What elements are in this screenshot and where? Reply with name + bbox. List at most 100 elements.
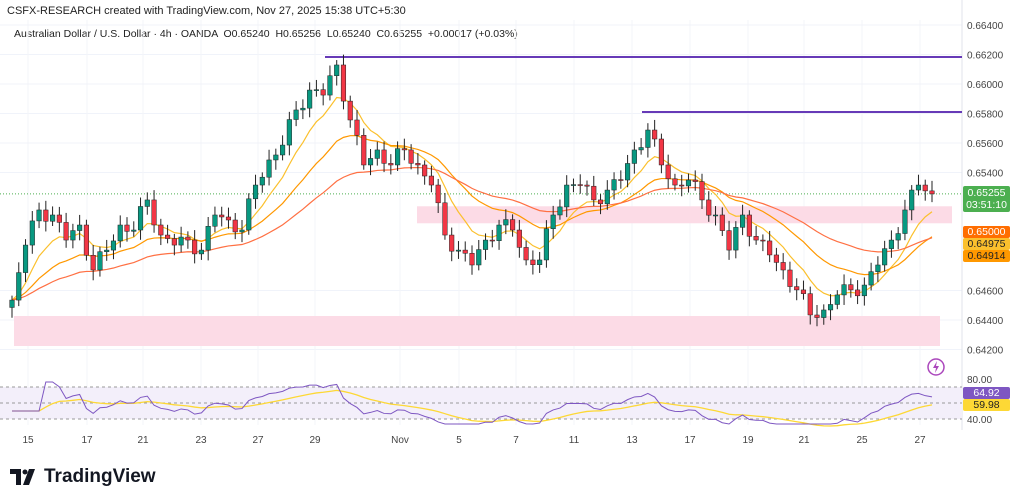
price-chart[interactable]: 0.66400 0.66200 0.66000 0.65800 0.65600 0.654… bbox=[0, 0, 1024, 460]
candle-down bbox=[320, 89, 326, 96]
candle-down bbox=[510, 219, 516, 231]
candle-down bbox=[516, 229, 522, 248]
candle-down bbox=[767, 240, 773, 256]
candle-up bbox=[367, 158, 374, 166]
bar-countdown: 03:51:10 bbox=[966, 199, 1007, 211]
x-tick-label: 27 bbox=[252, 435, 264, 446]
x-tick-label: 23 bbox=[195, 435, 207, 446]
candle-up bbox=[327, 75, 333, 96]
candle-down bbox=[726, 230, 732, 251]
candle-down bbox=[652, 129, 658, 140]
candle-down bbox=[672, 178, 678, 186]
candle-up bbox=[273, 154, 279, 161]
candle-down bbox=[922, 184, 928, 192]
last-price-label: 0.65255 03:51:10 bbox=[963, 186, 1010, 212]
candle-up bbox=[625, 163, 631, 181]
candle-up bbox=[570, 184, 577, 186]
candle-down bbox=[408, 149, 414, 164]
candle-up bbox=[22, 244, 29, 273]
candle-up bbox=[631, 149, 637, 164]
low-value: L0.65240 bbox=[326, 28, 371, 40]
candle-down bbox=[469, 253, 475, 266]
candle-up bbox=[77, 224, 83, 231]
candle-down bbox=[807, 293, 813, 316]
high-value: H0.65256 bbox=[275, 28, 322, 40]
candle-up bbox=[861, 284, 867, 297]
candle-down bbox=[665, 164, 671, 180]
rsi-ma-label: 59.98 bbox=[963, 399, 1010, 411]
ma-label-1: 0.65000 bbox=[963, 226, 1010, 238]
candle-down bbox=[124, 224, 130, 232]
symbol-name[interactable]: Australian Dollar / U.S. Dollar · 4h · O… bbox=[14, 28, 218, 40]
y-tick-label: 0.65800 bbox=[967, 110, 1004, 121]
candle-down bbox=[584, 184, 590, 187]
x-tick-label: 25 bbox=[856, 435, 868, 446]
candle-down bbox=[780, 262, 786, 271]
candle-down bbox=[185, 236, 191, 241]
candle-down bbox=[347, 100, 353, 121]
candle-down bbox=[354, 119, 360, 136]
candle-down bbox=[597, 199, 604, 205]
candle-down bbox=[787, 269, 793, 287]
candle-down bbox=[523, 247, 529, 261]
y-tick-label: 0.64200 bbox=[967, 346, 1004, 357]
candle-up bbox=[638, 147, 644, 151]
candle-up bbox=[239, 229, 245, 233]
x-tick-label: 21 bbox=[137, 435, 149, 446]
candle-up bbox=[875, 264, 881, 272]
candle-down bbox=[158, 224, 164, 236]
candle-up bbox=[300, 107, 306, 111]
x-tick-label: Nov bbox=[391, 435, 409, 446]
y-tick-label: 0.64400 bbox=[967, 316, 1004, 327]
x-tick-label: 19 bbox=[742, 435, 754, 446]
candle-up bbox=[685, 179, 692, 187]
chart-credit: CSFX-RESEARCH created with TradingView.c… bbox=[7, 5, 406, 17]
candle-up bbox=[110, 240, 117, 251]
candle-up bbox=[144, 199, 150, 207]
candle-down bbox=[449, 234, 455, 252]
candle-down bbox=[225, 216, 232, 221]
candle-up bbox=[476, 249, 482, 266]
candle-up bbox=[259, 176, 265, 186]
x-tick-label: 29 bbox=[309, 435, 321, 446]
candle-up bbox=[70, 230, 76, 241]
candle-down bbox=[618, 179, 624, 181]
candle-up bbox=[537, 259, 543, 265]
candle-up bbox=[198, 249, 204, 255]
candle-up bbox=[740, 214, 746, 228]
candle-down bbox=[219, 214, 225, 218]
candle-up bbox=[293, 109, 299, 120]
supply-demand-zone bbox=[417, 206, 952, 224]
candle-down bbox=[401, 148, 407, 151]
candle-down bbox=[679, 184, 685, 187]
y-tick-label: 0.66000 bbox=[967, 80, 1004, 91]
candle-down bbox=[232, 219, 238, 233]
candle-up bbox=[611, 179, 617, 191]
candle-up bbox=[543, 228, 549, 261]
candle-down bbox=[428, 175, 434, 186]
y-tick-label: 0.65600 bbox=[967, 139, 1004, 150]
candle-up bbox=[455, 249, 462, 252]
candle-down bbox=[760, 239, 766, 242]
x-tick-label: 7 bbox=[513, 435, 519, 446]
candle-up bbox=[841, 284, 847, 296]
candle-down bbox=[591, 185, 597, 201]
candle-down bbox=[855, 289, 861, 297]
candle-up bbox=[604, 189, 610, 205]
candle-up bbox=[212, 214, 218, 227]
candle-up bbox=[97, 251, 103, 271]
candle-up bbox=[178, 236, 184, 246]
candle-up bbox=[313, 89, 319, 91]
candle-up bbox=[503, 219, 509, 226]
candle-down bbox=[719, 214, 725, 231]
candle-down bbox=[706, 199, 712, 216]
candle-down bbox=[794, 286, 800, 291]
candle-up bbox=[827, 304, 834, 311]
candle-up bbox=[117, 224, 123, 242]
candle-down bbox=[381, 149, 387, 164]
candle-down bbox=[90, 255, 96, 271]
rsi-value-label: 64.92 bbox=[963, 387, 1010, 399]
y-tick-label: 0.66400 bbox=[967, 21, 1004, 32]
candle-up bbox=[909, 189, 915, 211]
candle-down bbox=[165, 234, 171, 239]
